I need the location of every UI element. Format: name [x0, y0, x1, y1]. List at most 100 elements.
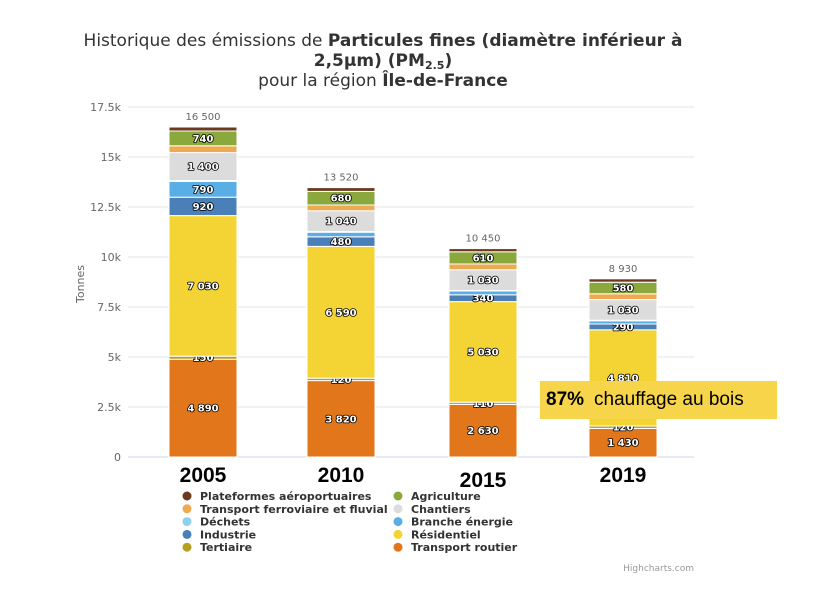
title-line2-main: 2,5µm) (PM [314, 51, 425, 71]
segment-label: 340 [473, 294, 494, 305]
bar-segment[interactable] [306, 245, 376, 379]
legend-marker [182, 529, 192, 539]
legend-item[interactable]: Déchets [182, 516, 251, 529]
legend-label: Branche énergie [411, 516, 513, 529]
title-line1-bold: Particules fines (diamètre inférieur à [328, 31, 683, 51]
legend-label: Déchets [200, 516, 251, 529]
segment-label: 290 [613, 322, 634, 333]
y-tick-label: 2.5k [97, 401, 121, 414]
x-category-label: 2015 [460, 469, 507, 492]
y-tick-label: 0 [114, 451, 121, 464]
annotation-box: 87% chauffage au bois [540, 381, 777, 419]
legend-label: Tertiaire [200, 541, 252, 554]
chart-title-line2: 2,5µm) (PM2.5) [314, 51, 452, 72]
segment-label: 3 820 [325, 414, 356, 425]
segment-label: 740 [193, 134, 214, 145]
segment-label: 790 [193, 185, 214, 196]
bar-segment[interactable] [588, 427, 658, 458]
segment-label: 5 030 [467, 347, 498, 358]
title-line1-prefix: Historique des émissions de [84, 31, 328, 51]
y-tick-label: 7.5k [97, 301, 121, 314]
segment-label: 610 [473, 253, 494, 264]
legend-marker [182, 542, 192, 552]
title-line3-prefix: pour la région [258, 71, 382, 91]
x-category-label: 2019 [600, 464, 647, 487]
bar-segment[interactable] [306, 380, 376, 458]
segment-label: 1 030 [467, 276, 498, 287]
legend-marker [182, 491, 192, 501]
segment-label: 920 [193, 202, 214, 213]
x-axis: 2005 2010 2015 2019 [180, 464, 647, 492]
stack-total-label: 13 520 [324, 173, 359, 184]
chart-title-line3: pour la région Île-de-France [258, 69, 508, 91]
bar-segment[interactable] [168, 215, 238, 357]
segment-label: 1 030 [607, 305, 638, 316]
credit-text[interactable]: Highcharts.com [623, 564, 694, 574]
stack-total-label: 8 930 [609, 264, 638, 275]
y-tick-label: 17.5k [90, 101, 121, 114]
segment-label: 6 590 [325, 308, 356, 319]
segment-label: 1 040 [325, 217, 356, 228]
legend-label: Plateformes aéroportuaires [200, 490, 372, 503]
segment-label: 680 [331, 194, 352, 205]
annotation-text: chauffage au bois [594, 389, 744, 410]
legend-marker [393, 529, 403, 539]
title-line2-sub: 2.5 [425, 59, 445, 72]
legend-label: Transport ferroviaire et fluvial [200, 503, 388, 516]
legend-marker [182, 517, 192, 527]
bar-segment[interactable] [448, 263, 518, 271]
legend-marker [393, 517, 403, 527]
legend-item[interactable]: Branche énergie [393, 516, 514, 529]
bar-segment[interactable] [168, 152, 238, 182]
annotation-percent: 87% [546, 389, 585, 410]
legend-label: Résidentiel [411, 528, 481, 541]
bar-segment[interactable] [306, 187, 376, 192]
legend-marker [393, 504, 403, 514]
y-tick-label: 15k [101, 151, 122, 164]
x-category-label: 2005 [180, 464, 227, 487]
bar-segment[interactable] [168, 145, 238, 154]
segment-label: 580 [613, 284, 634, 295]
y-axis: 0 2.5k 5k 7.5k 10k 12.5k 15k 17.5k [90, 101, 121, 464]
bar-segment[interactable] [448, 301, 518, 403]
bar-segment[interactable] [306, 204, 376, 212]
legend-item[interactable]: Agriculture [393, 490, 481, 503]
legend-label: Chantiers [411, 503, 471, 516]
legend-label: Transport routier [411, 541, 518, 554]
legend-label: Agriculture [411, 490, 481, 503]
legend-label: Industrie [200, 528, 256, 541]
legend-item[interactable]: Résidentiel [393, 528, 481, 541]
x-category-label: 2010 [318, 464, 365, 487]
y-tick-label: 5k [108, 351, 122, 364]
legend-item[interactable]: Tertiaire [182, 541, 253, 554]
segment-label: 2 630 [467, 426, 498, 437]
legend-item[interactable]: Chantiers [393, 503, 472, 516]
bar-segment[interactable] [588, 293, 658, 301]
stack-total-label: 16 500 [186, 112, 221, 123]
bar-segment[interactable] [448, 248, 518, 253]
bar-segment[interactable] [588, 278, 658, 283]
bar-segment[interactable] [306, 231, 376, 238]
legend-item[interactable]: Transport routier [393, 541, 518, 554]
segment-label: 7 030 [187, 281, 218, 292]
segment-label: 1 430 [607, 438, 638, 449]
legend-item[interactable]: Plateformes aéroportuaires [182, 490, 372, 503]
legend-item[interactable]: Industrie [182, 528, 257, 541]
y-tick-label: 10k [101, 251, 122, 264]
segment-label: 4 890 [187, 404, 218, 415]
legend-marker [393, 491, 403, 501]
legend-item[interactable]: Transport ferroviaire et fluvial [182, 503, 388, 516]
legend-marker [182, 504, 192, 514]
bar-segment[interactable] [448, 290, 518, 296]
stack-total-label: 10 450 [466, 234, 501, 245]
title-line3-bold: Île-de-France [382, 69, 508, 91]
y-axis-title: Tonnes [74, 265, 87, 304]
bar-segment[interactable] [168, 126, 238, 132]
segment-label: 480 [331, 237, 352, 248]
segment-label: 1 400 [187, 162, 218, 173]
